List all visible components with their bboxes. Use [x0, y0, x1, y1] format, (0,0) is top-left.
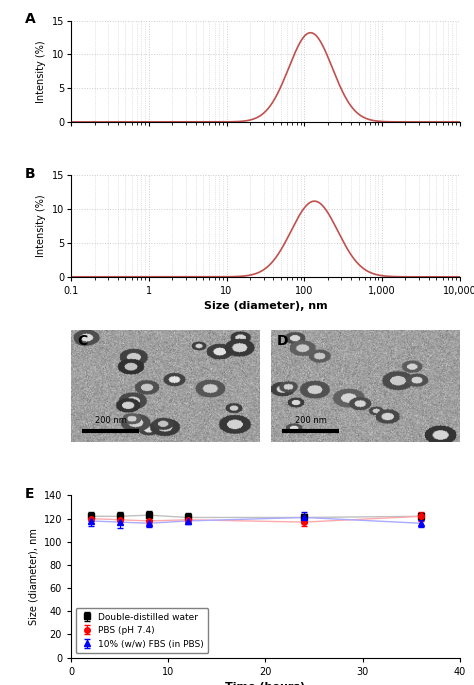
Legend: Double-distilled water, PBS (pH 7.4), 10% (w/w) FBS (in PBS): Double-distilled water, PBS (pH 7.4), 10…	[76, 608, 209, 653]
Text: C: C	[77, 334, 87, 348]
Text: D: D	[277, 334, 288, 348]
X-axis label: Size (diameter), nm: Size (diameter), nm	[204, 301, 327, 312]
Text: 200 nm: 200 nm	[95, 416, 127, 425]
Text: B: B	[25, 167, 35, 182]
Y-axis label: Intensity (%): Intensity (%)	[36, 195, 46, 258]
Text: E: E	[25, 487, 34, 501]
Text: A: A	[25, 12, 35, 27]
Text: 200 nm: 200 nm	[295, 416, 327, 425]
X-axis label: Time (hours): Time (hours)	[225, 682, 306, 685]
Y-axis label: Intensity (%): Intensity (%)	[36, 40, 46, 103]
Y-axis label: Size (diameter), nm: Size (diameter), nm	[28, 528, 38, 625]
